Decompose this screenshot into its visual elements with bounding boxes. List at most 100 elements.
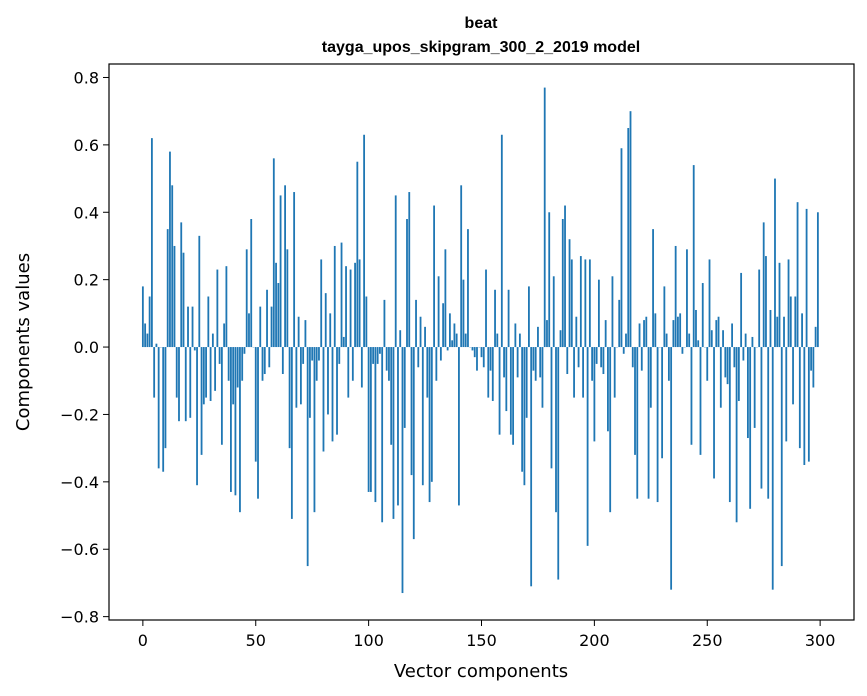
bar-121 xyxy=(415,299,417,348)
bar-245 xyxy=(695,309,697,348)
bar-3 xyxy=(148,296,151,348)
x-axis-ticks: 0 50 100 150 200 250 300 xyxy=(138,620,835,650)
bar-80 xyxy=(322,347,325,452)
bar-165 xyxy=(514,323,517,348)
bar-19 xyxy=(184,347,187,422)
bars-group xyxy=(141,87,819,594)
x-tick-label: 50 xyxy=(246,631,266,650)
bar-223 xyxy=(645,316,648,348)
bar-227 xyxy=(654,313,657,348)
y-tick-label: 0.6 xyxy=(74,136,99,155)
bar-161 xyxy=(505,347,508,412)
bar-113 xyxy=(397,347,399,506)
bar-86 xyxy=(336,347,338,435)
bar-260 xyxy=(728,347,731,503)
bar-82 xyxy=(327,347,329,415)
bar-226 xyxy=(652,229,654,348)
bar-119 xyxy=(410,347,413,476)
bar-103 xyxy=(374,347,377,503)
bar-296 xyxy=(810,347,813,371)
bar-164 xyxy=(512,347,515,445)
bar-298 xyxy=(814,326,817,348)
bar-110 xyxy=(390,347,393,445)
bar-53 xyxy=(261,347,264,381)
bar-108 xyxy=(385,347,388,371)
bar-12 xyxy=(169,151,171,348)
bar-143 xyxy=(464,333,467,348)
bar-196 xyxy=(584,259,587,348)
bar-71 xyxy=(302,347,305,364)
bar-246 xyxy=(697,340,700,348)
bar-46 xyxy=(245,249,248,348)
bar-16 xyxy=(178,347,180,422)
bar-102 xyxy=(372,347,375,364)
bar-286 xyxy=(787,259,790,348)
bar-216 xyxy=(629,111,632,348)
bar-44 xyxy=(241,347,244,381)
x-tick-label: 250 xyxy=(692,631,723,650)
bar-280 xyxy=(774,178,776,348)
bar-206 xyxy=(607,347,609,432)
bar-61 xyxy=(279,195,282,348)
bar-70 xyxy=(299,347,302,405)
bar-135 xyxy=(446,347,449,351)
bar-47 xyxy=(248,313,250,348)
bar-33 xyxy=(216,269,219,348)
bar-217 xyxy=(631,347,634,368)
bar-54 xyxy=(263,347,266,375)
bar-224 xyxy=(647,347,650,499)
bar-171 xyxy=(528,286,530,348)
bar-267 xyxy=(744,333,747,348)
bar-14 xyxy=(173,245,176,348)
bar-195 xyxy=(582,347,584,398)
bar-180 xyxy=(548,212,551,348)
x-axis-label: Vector components xyxy=(394,661,568,682)
bar-128 xyxy=(430,347,433,482)
bar-238 xyxy=(679,313,682,348)
bar-106 xyxy=(381,347,384,523)
y-tick-label: −0.4 xyxy=(60,473,99,492)
bar-138 xyxy=(453,323,456,348)
bar-153 xyxy=(487,347,490,398)
bar-290 xyxy=(796,202,799,348)
bar-1 xyxy=(144,323,147,348)
bar-97 xyxy=(360,347,363,388)
bar-58 xyxy=(272,158,275,348)
bar-67 xyxy=(293,192,296,348)
bar-220 xyxy=(638,323,641,348)
bar-109 xyxy=(388,347,390,381)
bar-73 xyxy=(306,347,309,567)
bar-125 xyxy=(424,326,426,348)
bar-166 xyxy=(516,347,519,378)
bar-270 xyxy=(751,336,754,348)
bar-283 xyxy=(780,347,783,567)
bar-140 xyxy=(458,347,460,506)
bar-88 xyxy=(340,242,343,348)
bar-169 xyxy=(523,347,526,486)
bar-231 xyxy=(663,286,666,348)
y-axis-label: Components values xyxy=(13,253,34,431)
bar-255 xyxy=(717,316,720,348)
bar-162 xyxy=(507,289,510,348)
bar-230 xyxy=(661,347,664,459)
bar-65 xyxy=(288,347,291,449)
bar-275 xyxy=(762,222,765,348)
bar-241 xyxy=(686,249,688,348)
bar-294 xyxy=(805,208,808,348)
bar-222 xyxy=(643,320,645,348)
bar-177 xyxy=(541,347,544,408)
bar-68 xyxy=(295,347,298,408)
bar-209 xyxy=(613,347,616,398)
bar-213 xyxy=(622,347,625,354)
bar-64 xyxy=(286,249,289,348)
bar-200 xyxy=(593,347,596,442)
bar-23 xyxy=(193,347,196,351)
bar-154 xyxy=(489,347,492,371)
bar-126 xyxy=(426,347,429,398)
bar-155 xyxy=(491,347,494,401)
bar-120 xyxy=(412,347,415,540)
bar-77 xyxy=(315,347,318,381)
bar-211 xyxy=(618,299,621,348)
bar-136 xyxy=(448,313,451,348)
bar-174 xyxy=(534,347,537,381)
